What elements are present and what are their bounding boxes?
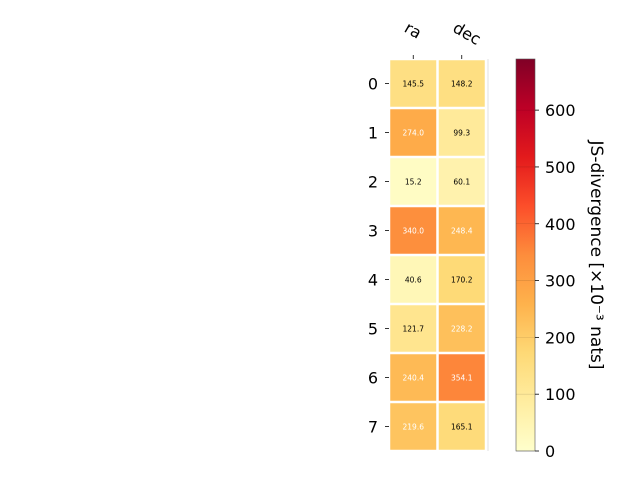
colorbar-tick-label: 600 [545,101,576,120]
heatmap-cell [390,207,437,254]
cell-value-label: 99.3 [453,129,470,138]
column-labels: ra dec [401,18,484,59]
row-label: 2 [368,173,378,192]
column-label: ra [401,18,425,43]
cell-value-label: 354.1 [451,374,473,383]
heatmap-cell [390,109,437,156]
cell-value-label: 165.1 [451,423,473,432]
heatmap-cell [438,109,485,156]
row-label: 4 [368,271,378,290]
cell-value-label: 248.4 [451,227,473,236]
cell-value-label: 219.6 [403,423,425,432]
heatmap-cell [438,60,485,107]
cell-value-label: 340.0 [403,227,425,236]
heatmap-cell [390,60,437,107]
row-label: 3 [368,222,378,241]
colorbar-tick-label: 0 [545,442,555,461]
row-labels: 0 1 2 3 4 5 6 7 [368,75,389,437]
cell-value-label: 148.2 [451,80,473,89]
row-label: 1 [368,124,378,143]
cell-value-label: 121.7 [403,325,425,334]
heatmap-cells: 145.5 148.2 274.0 99.3 15.2 60.1 340.0 248.4 40.… [390,59,489,451]
cell-value-label: 40.6 [405,276,422,285]
colorbar [515,58,536,452]
row-label: 5 [368,320,378,339]
colorbar-label: JS-divergence [×10⁻³ nats] [586,140,606,370]
cell-value-label: 15.2 [405,178,422,187]
cell-value-label: 170.2 [451,276,473,285]
colorbar-tick-label: 200 [545,328,576,347]
heatmap-cell [390,256,437,303]
row-label: 7 [368,418,378,437]
heatmap-cell [438,158,485,205]
heatmap-cell [390,158,437,205]
heatmap-cell [438,305,485,352]
heatmap-cell [438,256,485,303]
colorbar-tick-label: 300 [545,272,576,291]
heatmap-cell [390,403,437,450]
row-label: 6 [368,369,378,388]
colorbar-gradient [515,58,536,452]
colorbar-ticks: 0 100 200 300 400 500 600 [516,101,576,461]
colorbar-tick-label: 400 [545,215,576,234]
heatmap-cell [390,354,437,401]
cell-value-label: 145.5 [403,80,425,89]
row-label: 0 [368,75,378,94]
cell-value-label: 274.0 [403,129,425,138]
cell-value-label: 228.2 [451,325,473,334]
heatmap-cell [438,207,485,254]
heatmap-cell [390,305,437,352]
heatmap-cell [438,354,485,401]
cell-value-label: 240.4 [403,374,425,383]
colorbar-tick-label: 100 [545,385,576,404]
heatmap-cell [438,403,485,450]
cell-value-label: 60.1 [453,178,470,187]
colorbar-tick-label: 500 [545,158,576,177]
column-label: dec [450,18,484,49]
